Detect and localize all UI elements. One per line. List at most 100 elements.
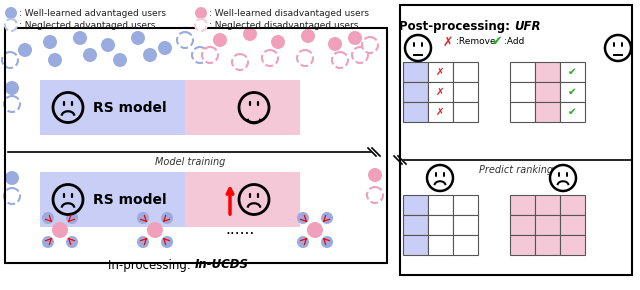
Circle shape [362, 37, 378, 53]
Text: :Remove: :Remove [456, 37, 495, 46]
Circle shape [5, 81, 19, 95]
Text: ✗: ✗ [443, 35, 453, 48]
Circle shape [368, 168, 382, 182]
Circle shape [4, 188, 20, 204]
Circle shape [83, 48, 97, 62]
Bar [510, 215, 535, 235]
Bar [453, 215, 478, 235]
Circle shape [5, 171, 19, 185]
Circle shape [195, 19, 207, 31]
Circle shape [43, 35, 57, 49]
Text: : Neglected disadvantaged users: : Neglected disadvantaged users [209, 21, 358, 30]
Text: In-processing:: In-processing: [108, 258, 195, 271]
Circle shape [66, 212, 78, 224]
Text: ✗: ✗ [436, 107, 445, 117]
Bar [560, 102, 585, 122]
Bar [453, 235, 478, 255]
Text: Model training: Model training [155, 157, 225, 167]
Text: In-UCDS: In-UCDS [195, 258, 249, 271]
Text: UFR: UFR [514, 20, 541, 33]
Bar [428, 62, 453, 82]
Circle shape [42, 212, 54, 224]
Bar [560, 62, 585, 82]
Bar [428, 235, 453, 255]
Circle shape [307, 222, 323, 238]
Bar [560, 82, 585, 102]
Circle shape [195, 7, 207, 19]
Bar [428, 215, 453, 235]
Text: Predict ranking: Predict ranking [479, 165, 553, 175]
Text: :Add: :Add [504, 37, 524, 46]
Circle shape [5, 7, 17, 19]
Circle shape [4, 96, 20, 112]
Circle shape [101, 38, 115, 52]
Circle shape [321, 212, 333, 224]
Bar [560, 215, 585, 235]
Circle shape [297, 236, 309, 248]
Bar [400, 5, 632, 275]
Bar [453, 102, 478, 122]
Text: ✗: ✗ [436, 87, 445, 97]
Circle shape [48, 53, 62, 67]
Bar [428, 102, 453, 122]
Bar [453, 62, 478, 82]
Circle shape [161, 212, 173, 224]
Bar [185, 172, 300, 227]
Text: ✔: ✔ [568, 107, 577, 117]
Bar [535, 102, 560, 122]
Circle shape [177, 32, 193, 48]
Circle shape [73, 31, 87, 45]
Bar [453, 82, 478, 102]
Circle shape [113, 53, 127, 67]
Circle shape [321, 236, 333, 248]
Circle shape [143, 48, 157, 62]
Circle shape [243, 27, 257, 41]
Text: ✔: ✔ [492, 35, 502, 48]
Circle shape [147, 222, 163, 238]
Text: : Neglected advantaged users: : Neglected advantaged users [19, 21, 156, 30]
Circle shape [328, 37, 342, 51]
Bar [403, 82, 428, 102]
Bar [510, 102, 535, 122]
Circle shape [161, 236, 173, 248]
Circle shape [66, 236, 78, 248]
Circle shape [158, 41, 172, 55]
Bar [535, 235, 560, 255]
Bar [403, 195, 428, 215]
Bar [535, 215, 560, 235]
Text: ✔: ✔ [568, 67, 577, 77]
Text: Post-processing:: Post-processing: [399, 20, 514, 33]
Bar [453, 195, 478, 215]
Bar [403, 235, 428, 255]
Text: : Well-learned advantaged users: : Well-learned advantaged users [19, 9, 166, 18]
Bar [403, 215, 428, 235]
Text: ✗: ✗ [436, 67, 445, 77]
Bar [185, 80, 300, 135]
Text: RS model: RS model [93, 101, 167, 115]
Circle shape [18, 43, 32, 57]
Bar [510, 82, 535, 102]
Circle shape [42, 236, 54, 248]
Circle shape [213, 33, 227, 47]
Bar [510, 195, 535, 215]
Bar [428, 195, 453, 215]
Bar [535, 82, 560, 102]
Circle shape [2, 52, 18, 68]
Bar [40, 80, 190, 135]
Bar [510, 62, 535, 82]
Bar [535, 62, 560, 82]
Circle shape [137, 236, 149, 248]
Circle shape [202, 47, 218, 63]
Circle shape [232, 54, 248, 70]
Circle shape [192, 47, 208, 63]
Text: : Well-learned disadvantaged users: : Well-learned disadvantaged users [209, 9, 369, 18]
Circle shape [297, 50, 313, 66]
Circle shape [367, 187, 383, 203]
Bar [5, 28, 387, 263]
Bar [403, 62, 428, 82]
Text: ......: ...... [225, 222, 255, 238]
Bar [560, 195, 585, 215]
Text: ✔: ✔ [568, 87, 577, 97]
Circle shape [332, 52, 348, 68]
Bar [510, 235, 535, 255]
